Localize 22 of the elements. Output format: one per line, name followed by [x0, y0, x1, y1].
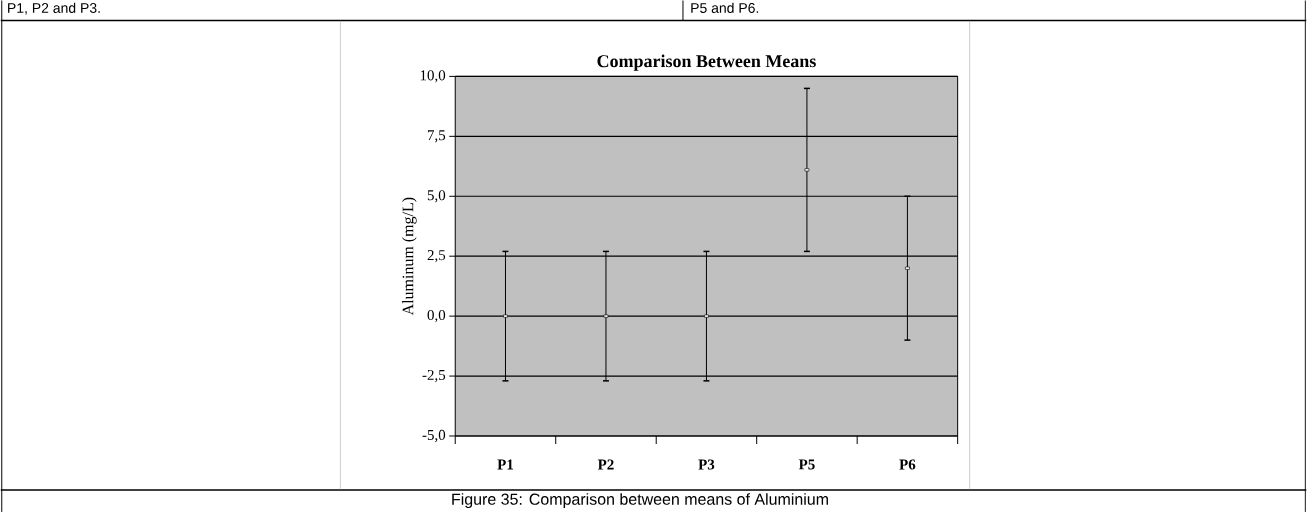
x-tick-label: P3 — [698, 459, 715, 470]
caption: Figure 35: Comparison between means of Aluminium — [452, 492, 828, 508]
point — [603, 314, 609, 318]
y-tick-label: -2,5 — [422, 369, 446, 382]
point — [704, 314, 709, 318]
y-tick-label: 7,5 — [427, 130, 446, 143]
x-tick-label: P6 — [899, 459, 916, 470]
y-tick-label: 2,5 — [427, 249, 446, 263]
x-tick-label: P5 — [798, 459, 815, 470]
x-tick-label: P2 — [597, 459, 614, 470]
y-tick-label: 5,0 — [427, 189, 446, 203]
y-axis-title: Aluminum (mg/L) — [402, 197, 417, 316]
point — [804, 168, 810, 172]
point — [503, 314, 508, 318]
point — [905, 266, 910, 270]
y-tick-label: -5,0 — [422, 429, 446, 442]
text: P1, P2 and P3. — [8, 2, 100, 15]
y-tick-label: 10,0 — [420, 70, 446, 83]
y-tick-label: 0,0 — [427, 309, 446, 323]
x-tick-label: P1 — [497, 459, 514, 470]
text: P5 and P6. — [691, 2, 759, 13]
chart-title: Comparison Between Means — [597, 54, 816, 71]
